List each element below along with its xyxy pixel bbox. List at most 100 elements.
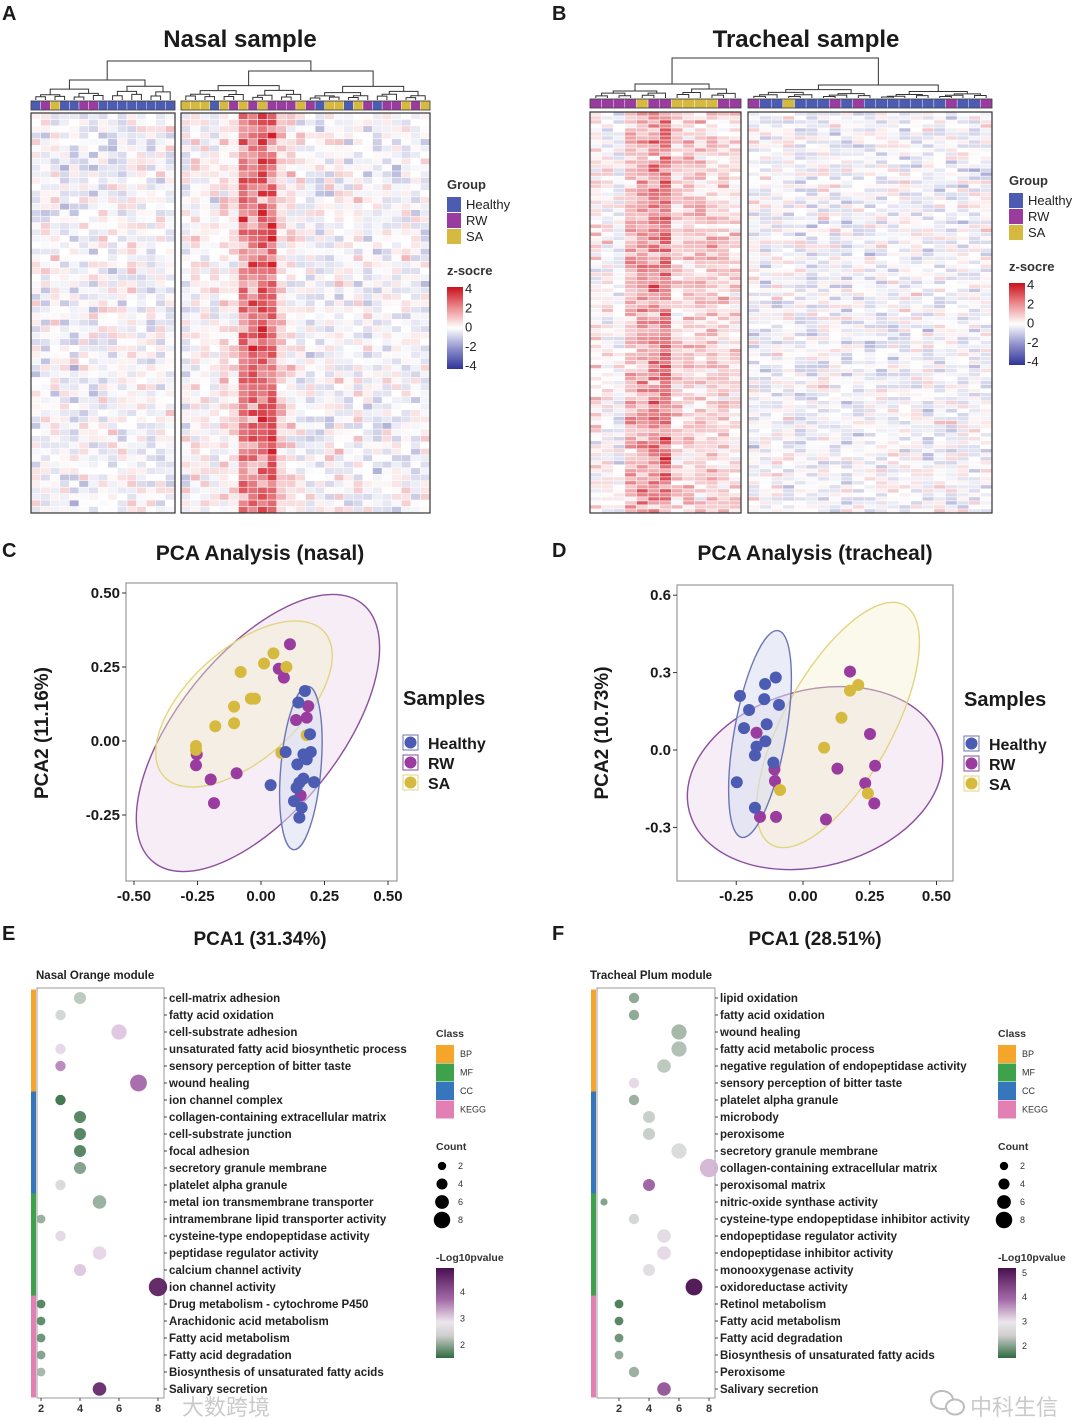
heatmap-cell bbox=[747, 412, 760, 418]
heatmap-cell bbox=[30, 164, 41, 172]
heatmap-cell bbox=[145, 254, 157, 262]
heatmap-cell bbox=[694, 392, 707, 397]
annotation-cell-healthy bbox=[805, 98, 818, 109]
heatmap-cell bbox=[647, 464, 660, 470]
heatmap-cell bbox=[624, 244, 637, 249]
heatmap-cell bbox=[266, 422, 278, 430]
heatmap-cell bbox=[770, 484, 784, 490]
heatmap-cell bbox=[314, 415, 325, 423]
heatmap-cell bbox=[601, 328, 614, 333]
heatmap-cell bbox=[805, 280, 818, 285]
heatmap-cell bbox=[420, 461, 431, 469]
heatmap-cell bbox=[238, 390, 249, 398]
heatmap-cell bbox=[647, 440, 660, 446]
heatmap-cell bbox=[840, 151, 853, 157]
heatmap-cell bbox=[717, 308, 730, 313]
heatmap-cell bbox=[759, 472, 772, 478]
heatmap-cell bbox=[180, 299, 191, 307]
heatmap-cell bbox=[817, 163, 830, 169]
heatmap-cell bbox=[729, 488, 742, 494]
heatmap-cell bbox=[49, 241, 61, 249]
heatmap-cell bbox=[362, 215, 373, 223]
heatmap-cell bbox=[612, 348, 626, 353]
heatmap-cell bbox=[381, 351, 392, 359]
heatmap-cell bbox=[410, 203, 421, 211]
heatmap-cell bbox=[78, 228, 89, 236]
heatmap-cell bbox=[794, 111, 807, 117]
heatmap-cell bbox=[636, 280, 649, 285]
heatmap-cell bbox=[829, 308, 842, 313]
heatmap-cell bbox=[257, 125, 268, 133]
heatmap-cell bbox=[682, 380, 695, 385]
heatmap-cell bbox=[770, 143, 784, 149]
heatmap-cell bbox=[295, 493, 306, 501]
heatmap-cell bbox=[305, 235, 316, 243]
heatmap-cell bbox=[647, 304, 660, 309]
heatmap-cell bbox=[286, 415, 297, 423]
heatmap-cell bbox=[228, 461, 239, 469]
heatmap-cell bbox=[228, 119, 239, 127]
heatmap-cell bbox=[794, 496, 807, 502]
heatmap-cell bbox=[333, 377, 345, 385]
heatmap-cell bbox=[829, 324, 842, 329]
heatmap-cell bbox=[747, 320, 760, 325]
heatmap-cell bbox=[589, 260, 602, 265]
heatmap-cell bbox=[136, 506, 147, 514]
heatmap-cell bbox=[829, 163, 842, 169]
heatmap-cell bbox=[705, 276, 719, 281]
heatmap-cell bbox=[410, 383, 421, 391]
heatmap-cell bbox=[794, 212, 807, 217]
heatmap-cell bbox=[817, 203, 830, 209]
heatmap-cell bbox=[782, 496, 795, 502]
heatmap-cell bbox=[305, 209, 316, 217]
heatmap-cell bbox=[729, 336, 742, 341]
heatmap-cell bbox=[840, 308, 853, 313]
heatmap-cell bbox=[682, 308, 695, 313]
heatmap-cell bbox=[391, 215, 402, 223]
heatmap-cell bbox=[247, 235, 258, 243]
heatmap-cell bbox=[747, 388, 760, 393]
heatmap-cell bbox=[420, 448, 431, 456]
heatmap-cell bbox=[180, 364, 191, 372]
heatmap-cell bbox=[612, 268, 626, 273]
heatmap-cell bbox=[49, 345, 61, 352]
heatmap-cell bbox=[180, 177, 191, 185]
heatmap-cell bbox=[372, 415, 383, 423]
heatmap-cell bbox=[353, 267, 364, 275]
heatmap-cell bbox=[372, 248, 383, 256]
heatmap-cell bbox=[410, 422, 421, 430]
heatmap-cell bbox=[333, 125, 345, 133]
heatmap-cell bbox=[381, 422, 392, 430]
heatmap-cell bbox=[840, 360, 853, 365]
heatmap-cell bbox=[589, 412, 602, 418]
heatmap-cell bbox=[276, 415, 287, 423]
heatmap-cell bbox=[381, 112, 392, 120]
heatmap-cell bbox=[401, 422, 412, 430]
heatmap-cell bbox=[624, 380, 637, 385]
heatmap-cell bbox=[636, 300, 649, 305]
zscore-tick-label: -2 bbox=[465, 339, 477, 354]
heatmap-cell bbox=[314, 403, 325, 411]
heatmap-cell bbox=[59, 390, 70, 398]
heatmap-cell bbox=[343, 254, 354, 262]
heatmap-cell bbox=[682, 400, 695, 405]
heatmap-cell bbox=[601, 115, 614, 121]
heatmap-cell bbox=[805, 504, 818, 510]
heatmap-cell bbox=[829, 171, 842, 177]
heatmap-cell bbox=[840, 332, 853, 337]
heatmap-cell bbox=[794, 127, 807, 133]
heatmap-cell bbox=[729, 356, 742, 361]
heatmap-cell bbox=[589, 195, 602, 201]
heatmap-cell bbox=[276, 119, 287, 127]
heatmap-cell bbox=[165, 390, 176, 398]
heatmap-cell bbox=[759, 464, 772, 470]
heatmap-cell bbox=[286, 403, 297, 411]
heatmap-cell bbox=[682, 260, 695, 265]
heatmap-cell bbox=[794, 352, 807, 357]
heatmap-cell bbox=[199, 474, 210, 481]
heatmap-cell bbox=[88, 332, 99, 340]
heatmap-cell bbox=[612, 228, 626, 233]
heatmap-cell bbox=[145, 383, 157, 391]
heatmap-cell bbox=[126, 119, 137, 127]
heatmap-cell bbox=[759, 171, 772, 177]
